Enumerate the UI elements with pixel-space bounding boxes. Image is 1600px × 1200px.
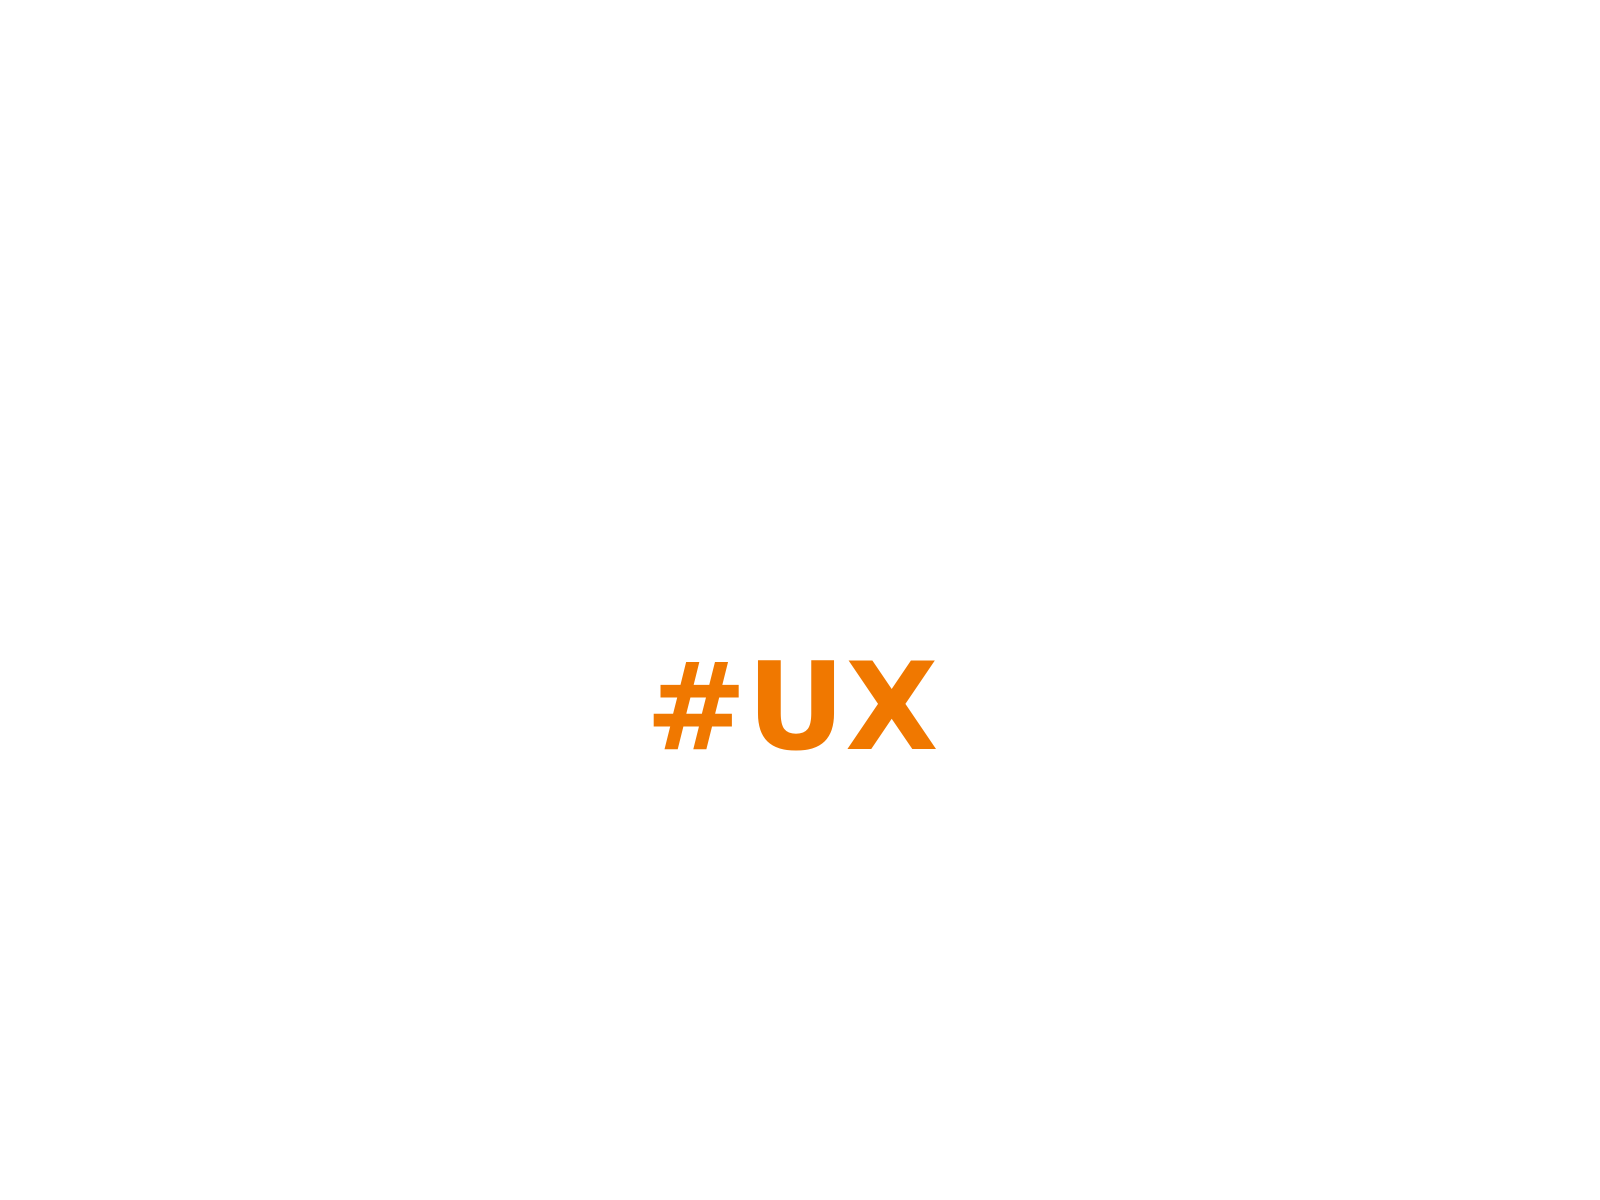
hashtag-text: #UX (645, 637, 939, 778)
